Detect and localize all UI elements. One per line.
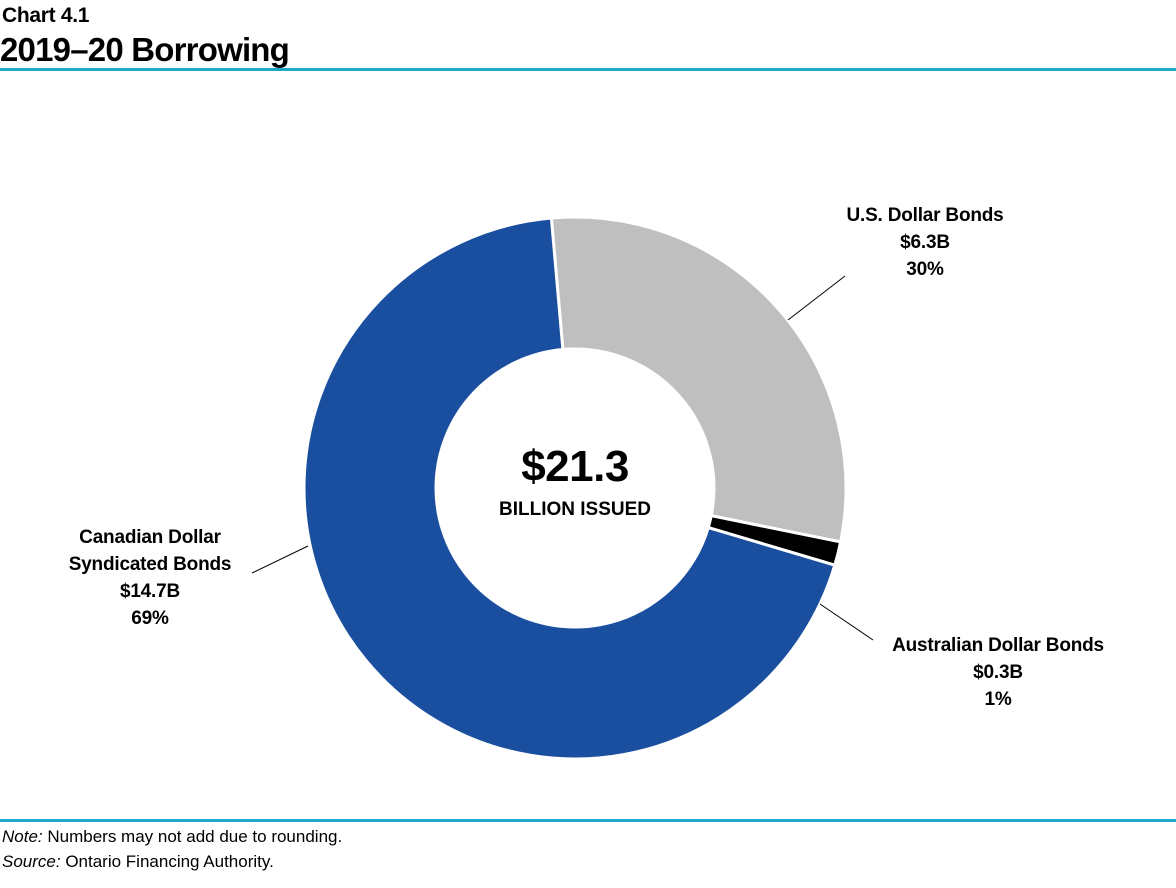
callout-us-dollar-bonds: U.S. Dollar Bonds $6.3B 30% [795,202,1055,283]
chart-title: 2019–20 Borrowing [0,31,290,68]
center-total-value: $21.3 [521,442,629,491]
cad-label-amount: $14.7B [119,581,181,602]
chart-label: Chart 4.1 [2,4,90,27]
aud-label-percent: 1% [984,689,1012,710]
note-body: Numbers may not add due to rounding. [42,827,343,846]
note-label: Note: [2,827,43,846]
slice-us-dollar-bonds [549,215,848,544]
leader-lines [251,275,874,641]
us-label-percent: 30% [906,259,944,280]
leader-line-cad [251,545,309,574]
footer-rule [0,819,1176,822]
slice-canadian-dollar-bonds [302,216,837,761]
source-text: Source: Ontario Financing Authority. [2,852,274,872]
note-text: Note: Numbers may not add due to roundin… [2,827,342,847]
aud-label-name: Australian Dollar Bonds [892,635,1104,656]
title-rule [0,68,1176,71]
leader-line-aud [819,603,874,641]
us-label-amount: $6.3B [900,232,950,253]
callout-australian-dollar-bonds: Australian Dollar Bonds $0.3B 1% [868,632,1128,713]
aud-label-amount: $0.3B [973,662,1023,683]
donut-slices [302,215,848,761]
cad-label-percent: 69% [131,608,169,629]
source-label: Source: [2,852,61,871]
callout-canadian-dollar-bonds: Canadian Dollar Syndicated Bonds $14.7B … [20,524,280,632]
us-label-name: U.S. Dollar Bonds [846,205,1004,226]
cad-label-name-line1: Canadian Dollar [79,527,221,548]
center-total-caption: BILLION ISSUED [498,499,651,520]
cad-label-name-line2: Syndicated Bonds [68,554,232,575]
leader-line-us [787,275,846,321]
source-body: Ontario Financing Authority. [60,852,274,871]
